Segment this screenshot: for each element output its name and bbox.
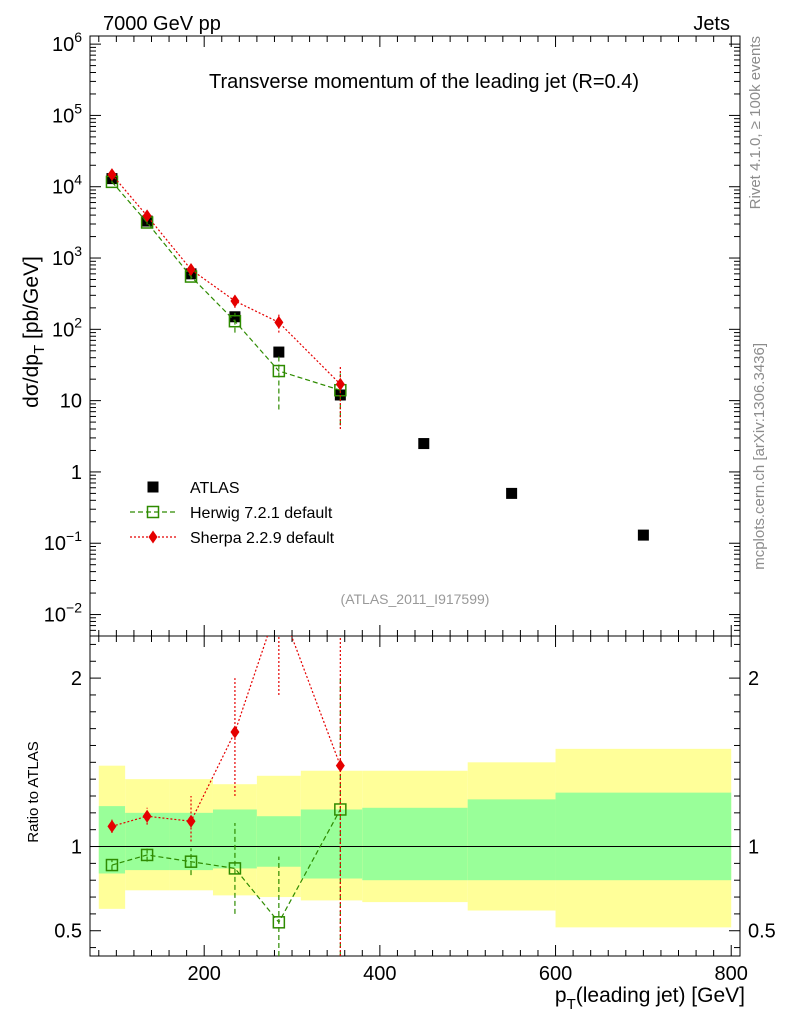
herwig-ratio-point xyxy=(228,862,242,875)
green-band xyxy=(362,807,468,881)
ratio-y-tick-label-right: 0.5 xyxy=(748,921,776,943)
x-tick-label: 200 xyxy=(188,963,221,985)
ratio-y-axis-label: Ratio to ATLAS xyxy=(25,741,42,842)
herwig-ratio-point xyxy=(105,858,119,872)
green-band xyxy=(467,799,556,881)
rivet-label: Rivet 4.1.0, ≥ 100k events xyxy=(747,36,764,209)
y-tick-label: 10−1 xyxy=(44,528,82,555)
herwig-point xyxy=(272,364,286,378)
sherpa-ratio-point xyxy=(230,725,240,739)
legend-herwig-label: Herwig 7.2.1 default xyxy=(190,505,333,522)
sherpa-ratio-point xyxy=(335,759,345,773)
legend: ATLAS Herwig 7.2.1 default Sherpa 2.2.9 de… xyxy=(130,480,335,547)
main-y-axis-label: dσ/dpT [pb/GeV] xyxy=(20,256,48,408)
y-tick-label: 102 xyxy=(52,314,82,341)
green-band xyxy=(555,792,732,881)
x-tick-label: 400 xyxy=(363,963,396,985)
sherpa-ratio-point xyxy=(107,819,117,833)
header-left: 7000 GeV pp xyxy=(103,13,221,35)
ratio-y-tick-label: 0.5 xyxy=(54,921,82,943)
svg-text:dσ/dpT [pb/GeV]: dσ/dpT [pb/GeV] xyxy=(20,256,48,408)
x-tick-label: 600 xyxy=(539,963,572,985)
sherpa-line xyxy=(111,174,341,385)
legend-atlas-label: ATLAS xyxy=(190,480,240,497)
sherpa-point xyxy=(142,209,152,223)
main-series xyxy=(105,168,649,541)
sherpa-point xyxy=(274,315,284,329)
sherpa-point xyxy=(230,294,240,308)
legend-sherpa-marker xyxy=(148,530,158,544)
atlas-point xyxy=(506,487,518,499)
y-tick-label: 105 xyxy=(52,100,82,127)
sherpa-point xyxy=(107,168,117,182)
ratio-y-tick-label-right: 1 xyxy=(748,837,759,859)
ratio-uncertainty-bands xyxy=(90,748,740,928)
y-tick-label: 103 xyxy=(52,243,82,270)
mcplots-label: mcplots.cern.ch [arXiv:1306.3436] xyxy=(751,343,768,570)
atlas-point xyxy=(637,529,649,541)
svg-text:pT(leading jet) [GeV]: pT(leading jet) [GeV] xyxy=(555,984,745,1013)
y-tick-label: 10−2 xyxy=(44,600,82,627)
sherpa-ratio-point xyxy=(186,814,196,828)
herwig-ratio-point xyxy=(140,848,154,862)
x-tick-label: 800 xyxy=(715,963,748,985)
ratio-y-tick-label: 1 xyxy=(71,837,82,859)
chart-title: Transverse momentum of the leading jet (… xyxy=(209,71,639,93)
legend-atlas-marker xyxy=(147,481,159,493)
legend-herwig-marker xyxy=(146,505,160,519)
sherpa-ratio-point xyxy=(142,809,152,823)
y-tick-label: 10 xyxy=(60,391,82,413)
y-tick-label: 104 xyxy=(52,172,82,199)
legend-sherpa-label: Sherpa 2.2.9 default xyxy=(190,530,335,547)
ratio-y-tick-label: 2 xyxy=(71,668,82,690)
green-band xyxy=(98,806,126,874)
sherpa-point xyxy=(186,263,196,277)
herwig-point xyxy=(228,314,242,328)
x-axis-label: pT(leading jet) [GeV] xyxy=(555,984,745,1013)
analysis-annotation: (ATLAS_2011_I917599) xyxy=(341,591,490,607)
ratio-series xyxy=(105,636,347,956)
herwig-ratio-point xyxy=(272,916,286,929)
herwig-ratio-point xyxy=(184,855,198,868)
y-tick-label: 1 xyxy=(71,462,82,484)
green-band xyxy=(300,809,363,879)
herwig-ratio-line xyxy=(111,809,341,924)
atlas-point xyxy=(229,311,241,323)
atlas-point xyxy=(418,438,430,450)
sherpa-point xyxy=(335,377,345,391)
main-plot-frame xyxy=(89,35,741,637)
atlas-point xyxy=(273,346,285,358)
y-tick-label: 106 xyxy=(52,29,82,56)
header-right: Jets xyxy=(693,13,730,35)
axis-ticks xyxy=(90,36,740,956)
herwig-line xyxy=(111,181,341,391)
ratio-y-tick-label-right: 2 xyxy=(748,668,759,690)
